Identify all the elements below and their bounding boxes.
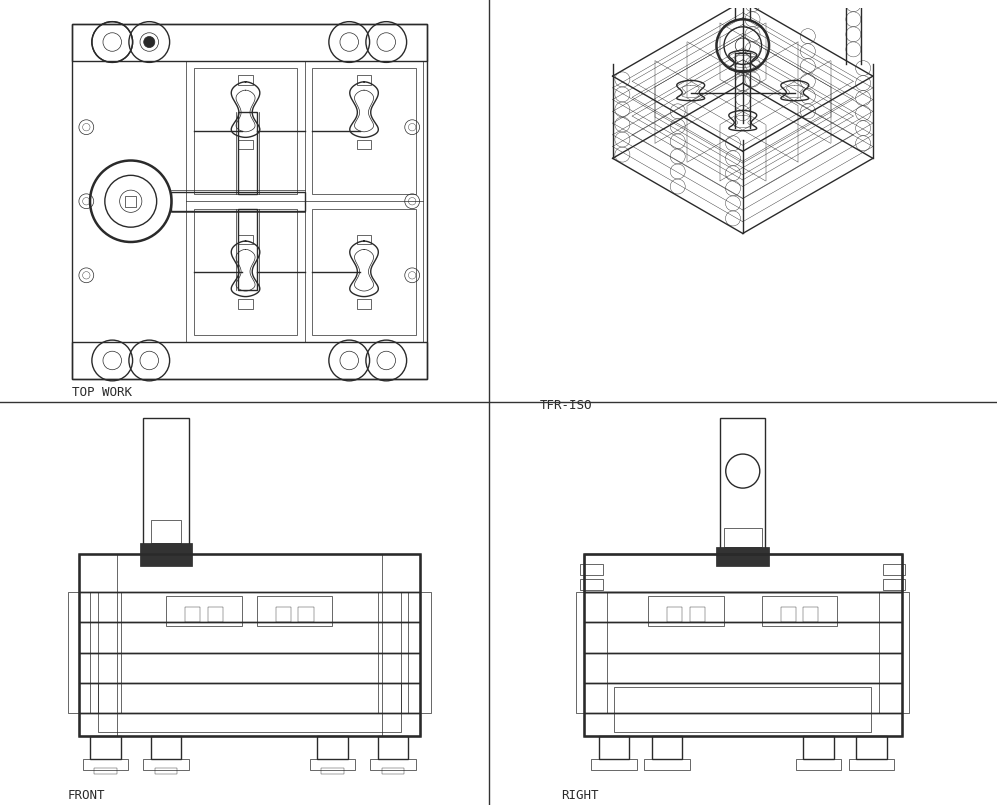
Bar	[238, 299, 253, 308]
Bar	[140, 543, 192, 566]
Text: TOP WORK: TOP WORK	[72, 386, 132, 399]
Bar	[238, 140, 253, 150]
Bar	[321, 768, 344, 774]
Bar	[357, 234, 372, 244]
Bar	[193, 208, 297, 335]
Bar	[584, 713, 901, 736]
Bar	[644, 758, 690, 770]
Bar	[357, 76, 372, 85]
Bar	[378, 592, 401, 713]
Bar	[614, 687, 871, 733]
Bar	[257, 596, 332, 626]
Bar	[667, 607, 682, 622]
Bar	[690, 607, 705, 622]
Bar	[370, 758, 416, 770]
Bar	[882, 579, 905, 590]
Bar	[238, 76, 253, 85]
Bar	[357, 299, 372, 308]
Bar	[151, 520, 181, 543]
Bar	[584, 653, 901, 683]
Bar	[79, 592, 420, 622]
Bar	[599, 736, 629, 758]
Bar	[591, 758, 637, 770]
Bar	[83, 758, 129, 770]
Bar	[186, 60, 424, 342]
Bar	[72, 23, 427, 60]
Bar	[310, 758, 355, 770]
Bar	[408, 592, 431, 713]
Bar	[648, 596, 724, 626]
Bar	[357, 140, 372, 150]
Bar	[856, 736, 886, 758]
Bar	[151, 736, 181, 758]
Bar	[238, 234, 253, 244]
Bar	[724, 528, 762, 547]
Bar	[716, 547, 770, 566]
Bar	[79, 713, 420, 736]
Bar	[584, 683, 901, 713]
Bar	[144, 758, 188, 770]
Text: TFR-ISO: TFR-ISO	[540, 398, 592, 411]
Bar	[317, 736, 348, 758]
Bar	[796, 758, 841, 770]
Bar	[238, 113, 256, 194]
Bar	[126, 196, 137, 207]
Bar	[276, 607, 291, 622]
Bar	[238, 208, 256, 290]
Bar	[781, 607, 796, 622]
Bar	[166, 596, 241, 626]
Bar	[79, 622, 420, 653]
Bar	[94, 768, 117, 774]
Bar	[312, 68, 416, 194]
Bar	[584, 555, 901, 592]
Bar	[155, 768, 177, 774]
Bar	[79, 555, 420, 736]
Bar	[98, 683, 401, 733]
Bar	[879, 592, 909, 713]
Bar	[720, 418, 766, 555]
Bar	[312, 208, 416, 335]
Bar	[762, 596, 837, 626]
Bar	[378, 736, 408, 758]
Bar	[79, 555, 420, 592]
Bar	[652, 736, 682, 758]
Bar	[580, 564, 603, 575]
Bar	[580, 579, 603, 590]
Bar	[298, 607, 314, 622]
Bar	[79, 683, 420, 713]
Bar	[68, 592, 91, 713]
Bar	[79, 653, 420, 683]
Bar	[207, 607, 222, 622]
Bar	[804, 607, 819, 622]
Bar	[848, 758, 894, 770]
Bar	[584, 592, 901, 622]
Circle shape	[144, 36, 155, 47]
Bar	[144, 418, 188, 555]
Bar	[382, 768, 405, 774]
Bar	[193, 68, 297, 194]
Bar	[72, 342, 427, 379]
Text: FRONT: FRONT	[68, 789, 105, 802]
Bar	[584, 555, 901, 736]
Bar	[91, 736, 121, 758]
Bar	[98, 592, 121, 713]
Text: RIGHT: RIGHT	[561, 789, 598, 802]
Bar	[804, 736, 833, 758]
Bar	[882, 564, 905, 575]
Bar	[576, 592, 606, 713]
Bar	[184, 607, 200, 622]
Bar	[584, 622, 901, 653]
Bar	[171, 192, 305, 211]
Bar	[584, 555, 901, 592]
